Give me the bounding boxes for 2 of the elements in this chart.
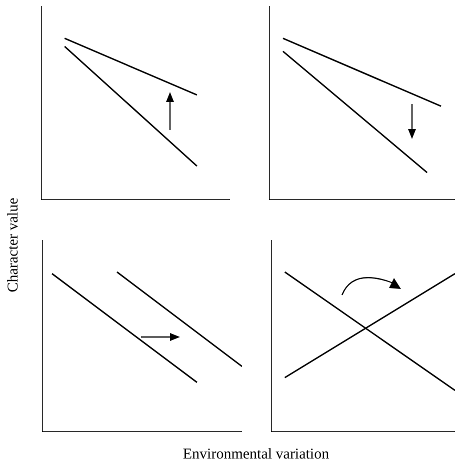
y-axis-title: Character value — [6, 198, 22, 292]
x-axis-title: Environmental variation — [182, 446, 330, 464]
